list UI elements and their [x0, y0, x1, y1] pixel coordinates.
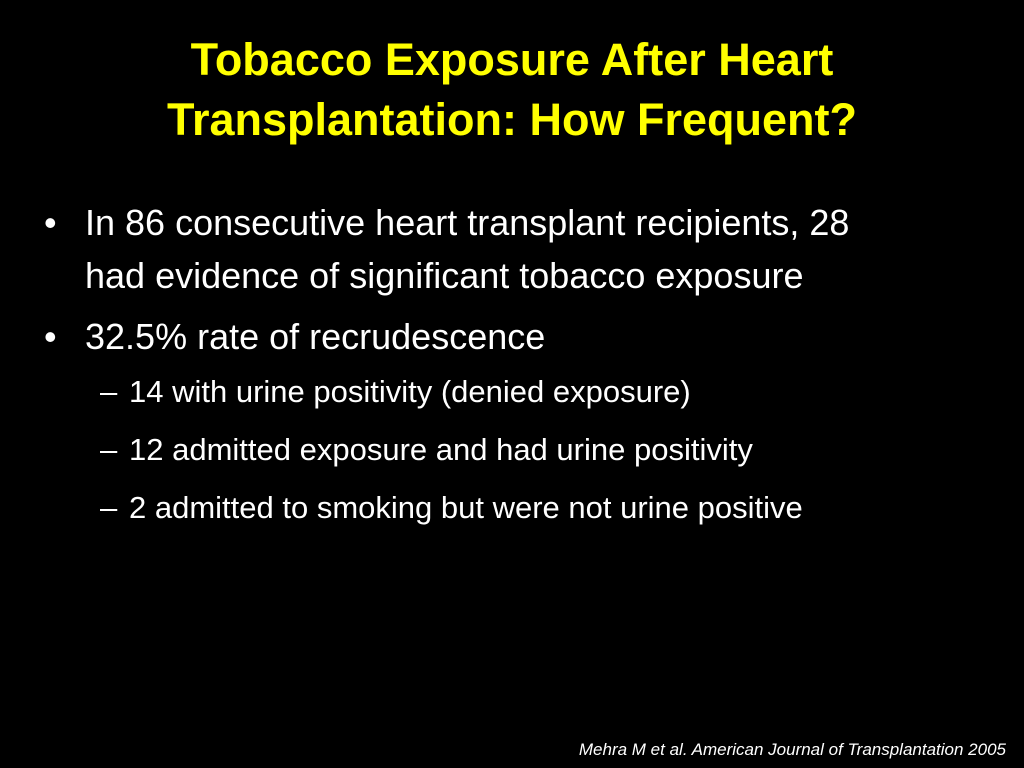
bullet-text: In 86 consecutive heart transplant recip… [85, 202, 850, 296]
sub-bullet: 14 with urine positivity (denied exposur… [85, 369, 899, 414]
sub-bullet: 12 admitted exposure and had urine posit… [85, 427, 899, 472]
title-line: Tobacco Exposure After Heart [190, 34, 834, 85]
sub-bullet: 2 admitted to smoking but were not urine… [85, 485, 899, 530]
slide-title: Tobacco Exposure After Heart Transplanta… [0, 30, 1024, 150]
bullet-list: In 86 consecutive heart transplant recip… [44, 196, 924, 543]
bullet: 32.5% rate of recrudescence 14 with urine… [44, 310, 924, 530]
citation: Mehra M et al. American Journal of Trans… [578, 740, 1006, 759]
title-line: Transplantation: How Frequent? [166, 94, 857, 145]
bullet: In 86 consecutive heart transplant recip… [44, 196, 924, 302]
bullet-text: 32.5% rate of recrudescence [85, 316, 546, 357]
sub-bullet-list: 14 with urine positivity (denied exposur… [85, 369, 924, 530]
